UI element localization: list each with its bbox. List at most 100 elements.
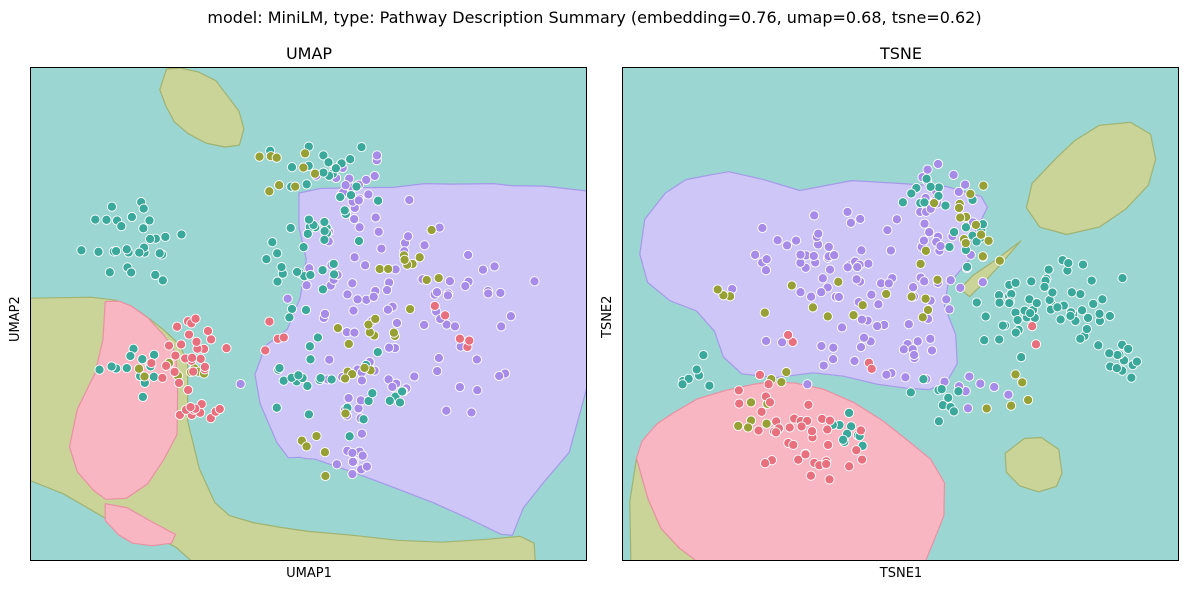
purple-data-point: [885, 245, 896, 256]
olive-data-point: [1010, 369, 1021, 380]
olive-data-point: [340, 373, 351, 384]
pink-data-point: [764, 397, 776, 408]
teal-data-point: [940, 200, 951, 211]
olive-data-point: [1017, 377, 1028, 388]
teal-data-point: [126, 267, 137, 278]
purple-data-point: [795, 249, 806, 260]
teal-data-point: [298, 242, 309, 253]
umap-plot-area: [30, 67, 587, 561]
teal-data-point: [994, 334, 1005, 345]
teal-data-point: [1052, 302, 1063, 313]
purple-data-point: [357, 450, 368, 461]
purple-data-point: [495, 287, 506, 298]
teal-data-point: [897, 197, 908, 208]
purple-data-point: [818, 360, 829, 371]
scatter-points: [76, 141, 540, 482]
teal-data-point: [293, 370, 304, 381]
teal-data-point: [137, 391, 148, 402]
purple-data-point: [941, 294, 952, 305]
teal-data-point: [125, 350, 136, 362]
purple-data-point: [387, 381, 398, 392]
teal-data-point: [149, 349, 160, 360]
teal-data-point: [319, 226, 330, 237]
olive-data-point: [1006, 400, 1017, 411]
teal-data-point: [303, 214, 314, 225]
pink-decision-region: [68, 300, 179, 500]
purple-data-point: [348, 305, 359, 316]
teal-data-point: [948, 406, 959, 417]
purple-data-point: [360, 260, 371, 271]
teal-data-point: [312, 332, 323, 343]
olive-data-point: [983, 235, 994, 246]
teal-data-point: [317, 265, 328, 276]
purple-data-point: [419, 319, 430, 330]
olive-data-point: [776, 377, 787, 388]
teal-data-point: [1093, 340, 1104, 351]
teal-data-point: [1063, 258, 1074, 269]
teal-data-point: [1026, 276, 1037, 287]
olive-data-point: [363, 319, 374, 330]
pink-data-point: [264, 316, 275, 327]
purple-data-point: [529, 276, 540, 287]
olive-data-point: [917, 312, 928, 323]
teal-data-point: [318, 167, 329, 178]
pink-data-point: [855, 425, 866, 436]
purple-data-point: [945, 275, 956, 286]
purple-data-point: [363, 189, 374, 200]
pink-data-point: [464, 335, 475, 346]
olive-data-point: [271, 152, 282, 163]
purple-data-point: [912, 336, 923, 347]
purple-data-point: [924, 227, 935, 238]
teal-data-point: [918, 374, 929, 385]
pink-data-point: [753, 425, 764, 436]
teal-data-point: [933, 416, 944, 427]
pink-data-point: [221, 343, 232, 354]
teal-data-point: [372, 347, 383, 358]
purple-data-point: [347, 456, 358, 467]
teal-data-point: [1043, 264, 1054, 275]
purple-data-point: [842, 262, 853, 273]
pink-data-point: [161, 360, 172, 371]
teal-data-point: [994, 297, 1005, 308]
pink-data-point: [823, 439, 834, 450]
pink-data-point: [770, 427, 782, 438]
purple-data-point: [851, 274, 862, 285]
teal-data-point: [906, 188, 917, 199]
umap-y-axis-label: UMAP2: [8, 296, 23, 342]
teal-data-point: [944, 241, 955, 253]
olive-data-point: [981, 403, 992, 414]
teal-data-point: [304, 341, 315, 352]
purple-data-point: [944, 304, 955, 315]
teal-data-point: [267, 237, 278, 248]
pink-data-point: [800, 449, 811, 460]
purple-data-point: [361, 174, 372, 185]
purple-data-point: [347, 469, 358, 480]
teal-data-point: [76, 245, 87, 256]
teal-data-point: [145, 233, 156, 244]
teal-data-point: [1088, 298, 1099, 309]
purple-data-point: [466, 407, 477, 418]
purple-data-point: [331, 459, 342, 470]
teal-data-point: [150, 269, 161, 280]
olive-data-point: [301, 441, 312, 452]
purple-data-point: [371, 150, 383, 161]
tsne-x-axis-label: TSNE1: [879, 566, 923, 581]
pink-data-point: [183, 329, 195, 340]
olive-data-point: [254, 151, 265, 162]
pink-data-point: [796, 421, 807, 432]
teal-data-point: [286, 303, 298, 315]
teal-data-point: [919, 197, 930, 208]
teal-data-point: [1077, 305, 1088, 316]
teal-data-point: [176, 229, 187, 240]
purple-data-point: [382, 285, 393, 296]
teal-data-point: [101, 214, 112, 225]
umap-title: UMAP: [285, 44, 333, 63]
purple-data-point: [347, 278, 358, 289]
teal-data-point: [1123, 343, 1134, 354]
teal-data-point: [106, 201, 117, 212]
purple-data-point: [354, 222, 365, 233]
purple-data-point: [347, 447, 358, 458]
purple-data-point: [496, 321, 507, 332]
olive-data-point: [433, 273, 444, 284]
purple-data-point: [855, 342, 867, 353]
